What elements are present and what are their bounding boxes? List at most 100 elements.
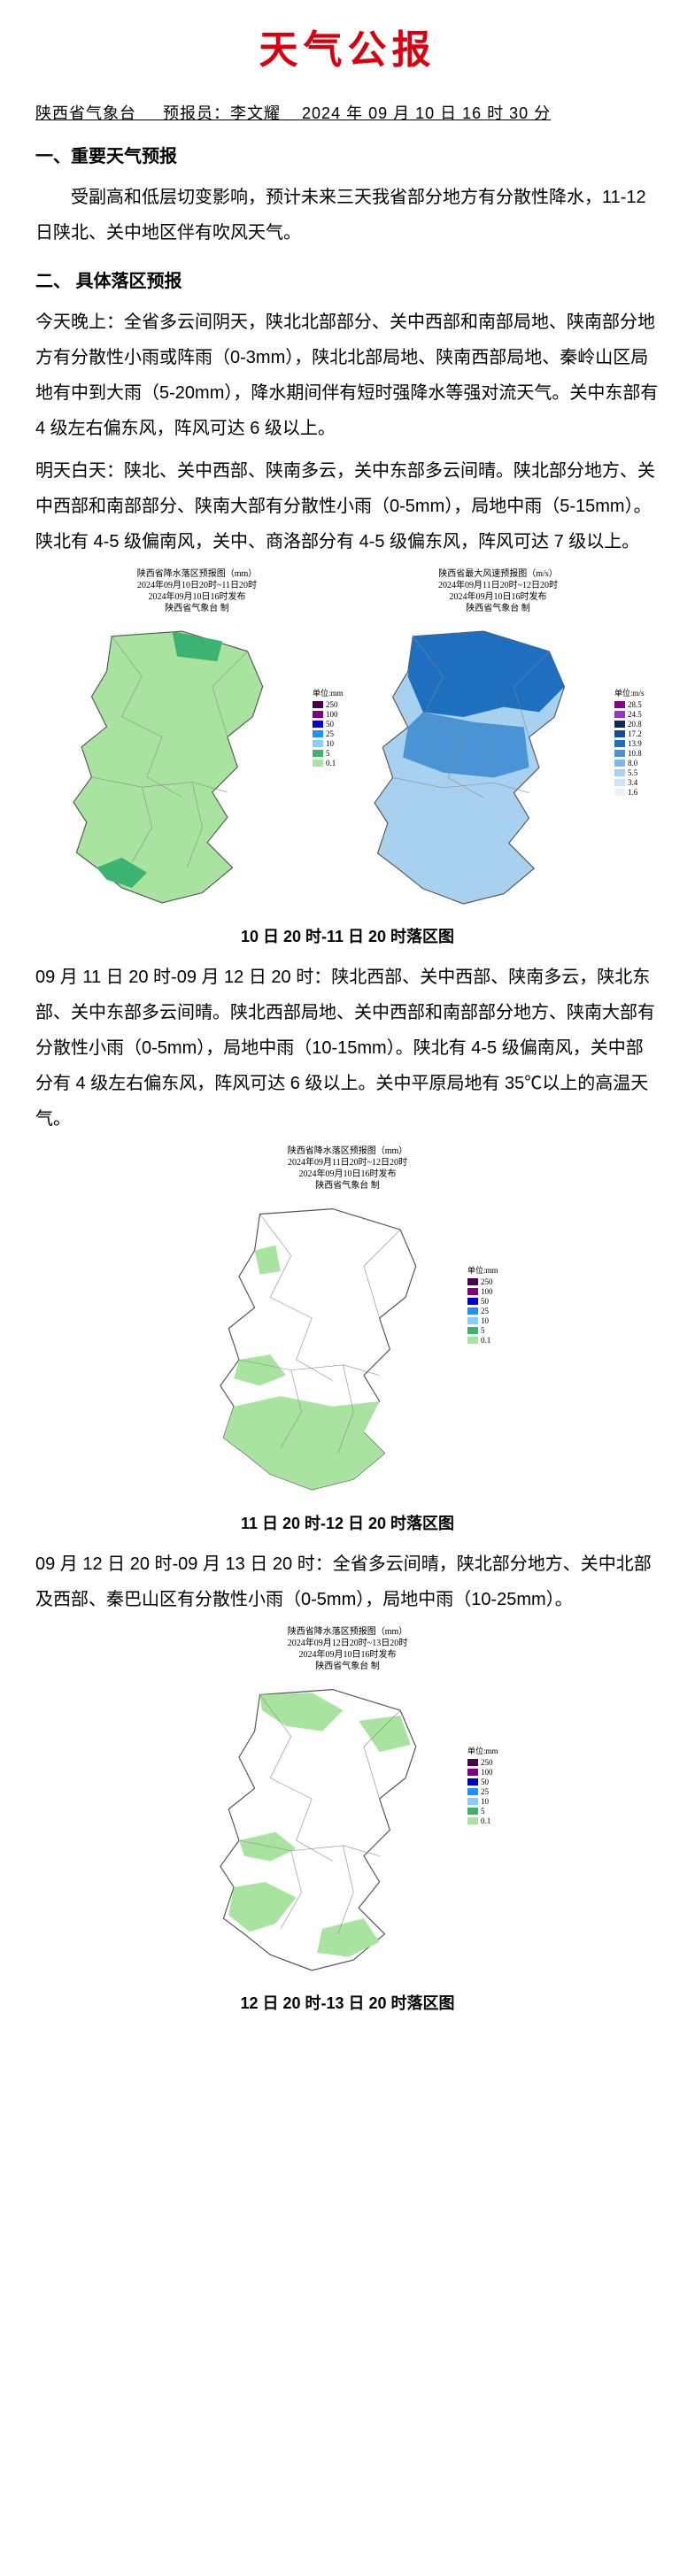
map2-h3: 2024年09月10日16时发布	[288, 1168, 408, 1180]
section1-heading: 一、重要天气预报	[35, 142, 660, 167]
map3-header: 陕西省降水落区预报图（mm） 2024年09月12日20时~13日20时 202…	[288, 1626, 408, 1672]
wind-strong-north	[407, 631, 564, 717]
legend-swatch	[614, 789, 625, 796]
map2-svg	[197, 1193, 467, 1505]
legend-row: 50	[467, 1297, 493, 1306]
map1a-svg	[51, 616, 313, 918]
legend-swatch	[614, 740, 625, 747]
legend-title-3: 单位:mm	[467, 1745, 498, 1756]
legend-label: 50	[481, 1297, 489, 1306]
legend-items: 28.524.520.817.213.910.88.05.53.41.6	[614, 700, 642, 798]
legend-row: 100	[467, 1287, 493, 1296]
legend-swatch	[467, 1317, 478, 1324]
legend-row: 100	[467, 1768, 493, 1777]
province-outline	[73, 631, 263, 903]
legend-swatch	[313, 701, 323, 708]
legend-row: 50	[467, 1778, 493, 1786]
meta-line: 陕西省气象台 预报员：李文耀 2024 年 09 月 10 日 16 时 30 …	[35, 101, 660, 124]
map1b-svg	[352, 616, 614, 919]
legend-swatch	[467, 1817, 478, 1824]
legend-label: 10	[481, 1316, 489, 1325]
legend-label: 20.8	[628, 720, 642, 729]
legend-label: 10	[481, 1797, 489, 1806]
legend-label: 8.0	[628, 759, 637, 767]
legend-swatch	[467, 1307, 478, 1315]
legend-swatch	[614, 779, 625, 786]
legend-label: 17.2	[628, 729, 642, 738]
legend-row: 10	[313, 739, 338, 748]
legend-row: 100	[313, 710, 338, 719]
legend-title: 单位:mm	[313, 687, 344, 698]
map1a-header: 陕西省降水落区预报图（mm） 2024年09月10日20时~11日20时 202…	[137, 568, 258, 614]
legend-swatch	[467, 1327, 478, 1334]
map-wind-11-12: 陕西省最大风速预报图（m/s） 2024年09月11日20时~12日20时 20…	[352, 568, 645, 919]
map2-h4: 陕西省气象台 制	[288, 1180, 408, 1192]
legend-swatch	[467, 1798, 478, 1805]
map1a-h3: 2024年09月10日16时发布	[137, 591, 258, 603]
map-row-2: 陕西省降水落区预报图（mm） 2024年09月11日20时~12日20时 202…	[35, 1145, 660, 1505]
wind-legend: 单位:m/s 28.524.520.817.213.910.88.05.53.4…	[614, 687, 645, 798]
legend-title-2: 单位:mm	[467, 1264, 498, 1276]
legend-label: 28.5	[628, 700, 642, 709]
legend-title-wind: 单位:m/s	[614, 687, 645, 698]
legend-row: 5	[467, 1807, 493, 1816]
map-precip-12-13: 陕西省降水落区预报图（mm） 2024年09月12日20时~13日20时 202…	[197, 1626, 498, 1986]
legend-items: 25010050251050.1	[313, 700, 338, 768]
legend-row: 250	[467, 1277, 493, 1286]
legend-row: 10	[467, 1797, 493, 1806]
rain-south-2	[223, 1396, 384, 1490]
legend-swatch	[614, 760, 625, 767]
legend-label: 0.1	[481, 1816, 490, 1825]
legend-label: 100	[481, 1768, 493, 1777]
legend-swatch	[313, 711, 323, 718]
legend-label: 3.4	[628, 778, 637, 787]
legend-swatch	[467, 1808, 478, 1815]
legend-label: 25	[481, 1787, 489, 1796]
legend-swatch	[467, 1337, 478, 1344]
legend-row: 1.6	[614, 788, 642, 797]
legend-row: 50	[313, 720, 338, 729]
page: 天气公报 陕西省气象台 预报员：李文耀 2024 年 09 月 10 日 16 …	[0, 0, 695, 2062]
legend-label: 100	[326, 710, 338, 719]
para-tomorrow: 明天白天：陕北、关中西部、陕南多云，关中东部多云间晴。陕北部分地方、关中西部和南…	[35, 453, 660, 559]
legend-swatch	[467, 1788, 478, 1795]
map3-h2: 2024年09月12日20时~13日20时	[288, 1638, 408, 1649]
legend-swatch	[614, 750, 625, 757]
map3-h4: 陕西省气象台 制	[288, 1661, 408, 1672]
map1b-h4: 陕西省气象台 制	[438, 603, 558, 614]
legend-swatch	[467, 1278, 478, 1285]
legend-row: 250	[313, 700, 338, 709]
legend-label: 0.1	[326, 759, 336, 767]
legend-label: 5	[481, 1326, 485, 1335]
issue-time: 2024 年 09 月 10 日 16 时 30 分	[302, 104, 551, 122]
legend-row: 8.0	[614, 759, 642, 767]
legend-row: 0.1	[467, 1816, 493, 1825]
para-tonight: 今天晚上：全省多云间阴天，陕北北部部分、关中西部和南部局地、陕南部分地方有分散性…	[35, 305, 660, 446]
legend-row: 10.8	[614, 749, 642, 758]
map3-h1: 陕西省降水落区预报图（mm）	[288, 1626, 408, 1638]
legend-swatch	[313, 721, 323, 728]
legend-swatch	[614, 769, 625, 776]
legend-row: 0.1	[313, 759, 338, 767]
map1b-h3: 2024年09月10日16时发布	[438, 591, 558, 603]
legend-row: 3.4	[614, 778, 642, 787]
legend-label: 50	[326, 720, 334, 729]
legend-row: 5	[467, 1326, 493, 1335]
legend-row: 10	[467, 1316, 493, 1325]
legend-row: 17.2	[614, 729, 642, 738]
legend-row: 25	[467, 1787, 493, 1796]
legend-label: 5	[326, 749, 330, 758]
doc-title: 天气公报	[35, 18, 660, 74]
map1b-header: 陕西省最大风速预报图（m/s） 2024年09月11日20时~12日20时 20…	[438, 568, 558, 614]
map1b-h1: 陕西省最大风速预报图（m/s）	[438, 568, 558, 580]
legend-row: 0.1	[467, 1336, 493, 1345]
map3-h3: 2024年09月10日16时发布	[288, 1649, 408, 1661]
map3-svg	[197, 1674, 467, 1986]
map-row-1: 陕西省降水落区预报图（mm） 2024年09月10日20时~11日20时 202…	[35, 568, 660, 919]
caption-2: 11 日 20 时-12 日 20 时落区图	[35, 1511, 660, 1534]
map2-header: 陕西省降水落区预报图（mm） 2024年09月11日20时~12日20时 202…	[288, 1145, 408, 1192]
caption-3: 12 日 20 时-13 日 20 时落区图	[35, 1991, 660, 2014]
legend-label: 250	[326, 700, 338, 709]
precip-legend-2: 单位:mm 25010050251050.1	[467, 1264, 498, 1346]
legend-label: 1.6	[628, 788, 637, 797]
